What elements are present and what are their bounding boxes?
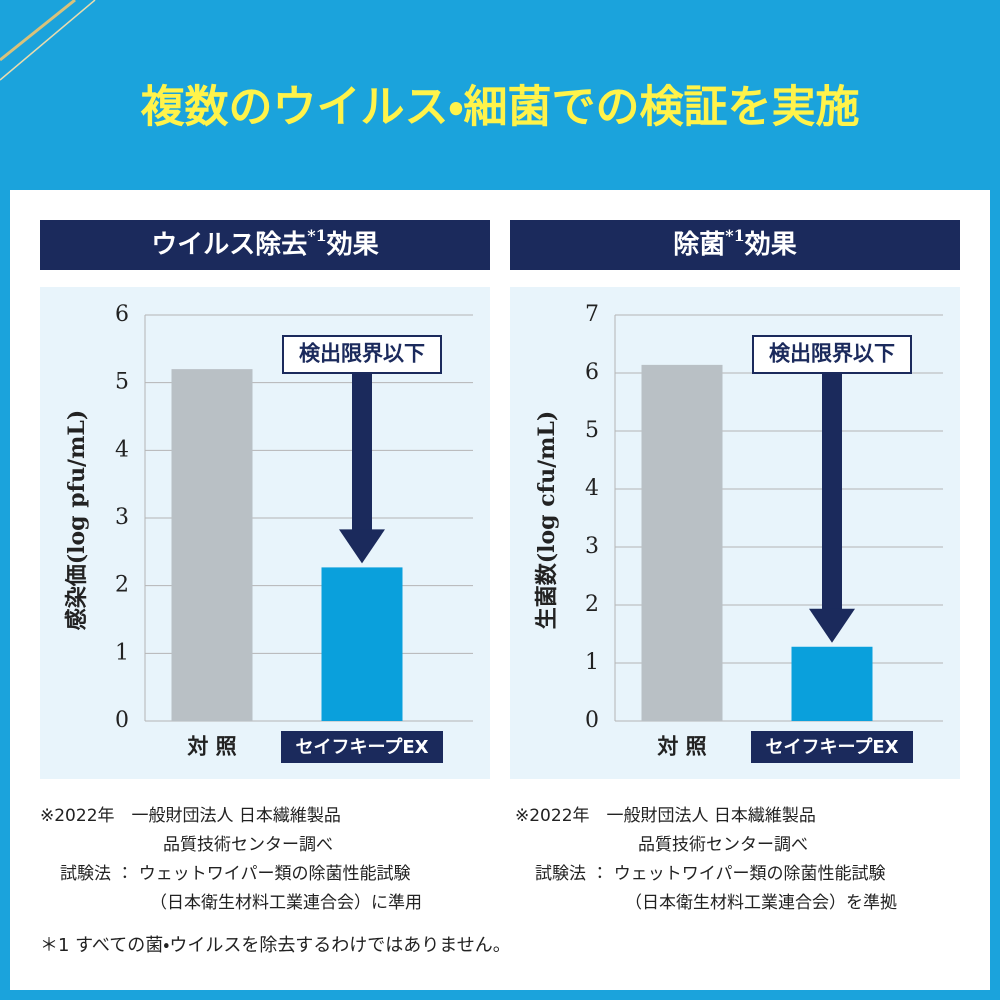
footnote: ＊1 すべての菌・ウイルスを除去するわけではありません。 [40, 935, 511, 956]
chart-title-part: 除菌 [673, 230, 725, 260]
bar [321, 567, 403, 721]
y-tick-label: 2 [585, 592, 599, 617]
bar [641, 364, 723, 721]
y-tick-label: 4 [115, 437, 129, 462]
annotation: 検出限界以下 [769, 341, 895, 366]
bar [171, 369, 253, 721]
chart-title-part: *1 [307, 226, 327, 245]
chart-title-part: *1 [725, 226, 745, 245]
note-line: 品質技術センター調べ [163, 835, 333, 855]
decoration [0, 0, 76, 62]
note-line: （日本衛生材料工業連合会）を準拠 [625, 893, 897, 913]
note-line: ※2022年 一般財団法人 日本繊維製品 [515, 806, 816, 826]
x-tick-label: セイフキープEX [295, 736, 428, 758]
arrow-head [339, 529, 385, 564]
y-axis-label: 感染価(log pfu/mL) [64, 410, 90, 631]
chart-title: ウイルス除去*1効果 [151, 226, 379, 261]
y-axis-label: 生菌数(log cfu/mL) [534, 411, 560, 630]
y-tick-label: 1 [585, 650, 599, 675]
y-tick-label: 7 [585, 302, 599, 327]
page-title: 複数のウイルス・細菌での検証を実施 [141, 82, 860, 133]
y-tick-label: 4 [585, 476, 599, 501]
y-tick-label: 3 [585, 534, 599, 559]
note-line: 試験法 ： ウェットワイパー類の除菌性能試験 [535, 864, 885, 884]
note-line: （日本衛生材料工業連合会）に準用 [150, 893, 422, 913]
bar [791, 646, 873, 721]
arrow-shaft [822, 373, 842, 611]
chart-title: 除菌*1効果 [673, 226, 797, 261]
category-logo-bg [281, 731, 443, 763]
x-tick-label: 対 照 [657, 734, 706, 759]
y-tick-label: 0 [585, 708, 599, 733]
y-tick-label: 3 [115, 505, 129, 530]
note-line: 品質技術センター調べ [638, 835, 808, 855]
chart-title-part: 効果 [744, 230, 797, 260]
x-tick-label: 対 照 [187, 734, 236, 759]
chart-title-part: ウイルス除去 [151, 230, 307, 260]
chart-heading-bg [510, 220, 960, 270]
annotation-box [282, 335, 442, 374]
chart-heading-bg [40, 220, 490, 270]
y-tick-label: 2 [115, 573, 129, 598]
chart-title-part: 効果 [326, 230, 379, 260]
y-tick-label: 5 [115, 370, 129, 395]
arrow-shaft [352, 373, 372, 532]
note-line: ※2022年 一般財団法人 日本繊維製品 [40, 806, 341, 826]
y-tick-label: 0 [115, 708, 129, 733]
decoration [0, 0, 96, 81]
annotation: 検出限界以下 [299, 341, 425, 366]
x-tick-label: セイフキープEX [765, 736, 898, 758]
arrow-head [809, 608, 855, 643]
y-tick-label: 1 [115, 640, 129, 665]
y-tick-label: 6 [585, 360, 599, 385]
y-tick-label: 6 [115, 302, 129, 327]
note-line: 試験法 ： ウェットワイパー類の除菌性能試験 [60, 864, 410, 884]
y-tick-label: 5 [585, 418, 599, 443]
category-logo-bg [751, 731, 913, 763]
